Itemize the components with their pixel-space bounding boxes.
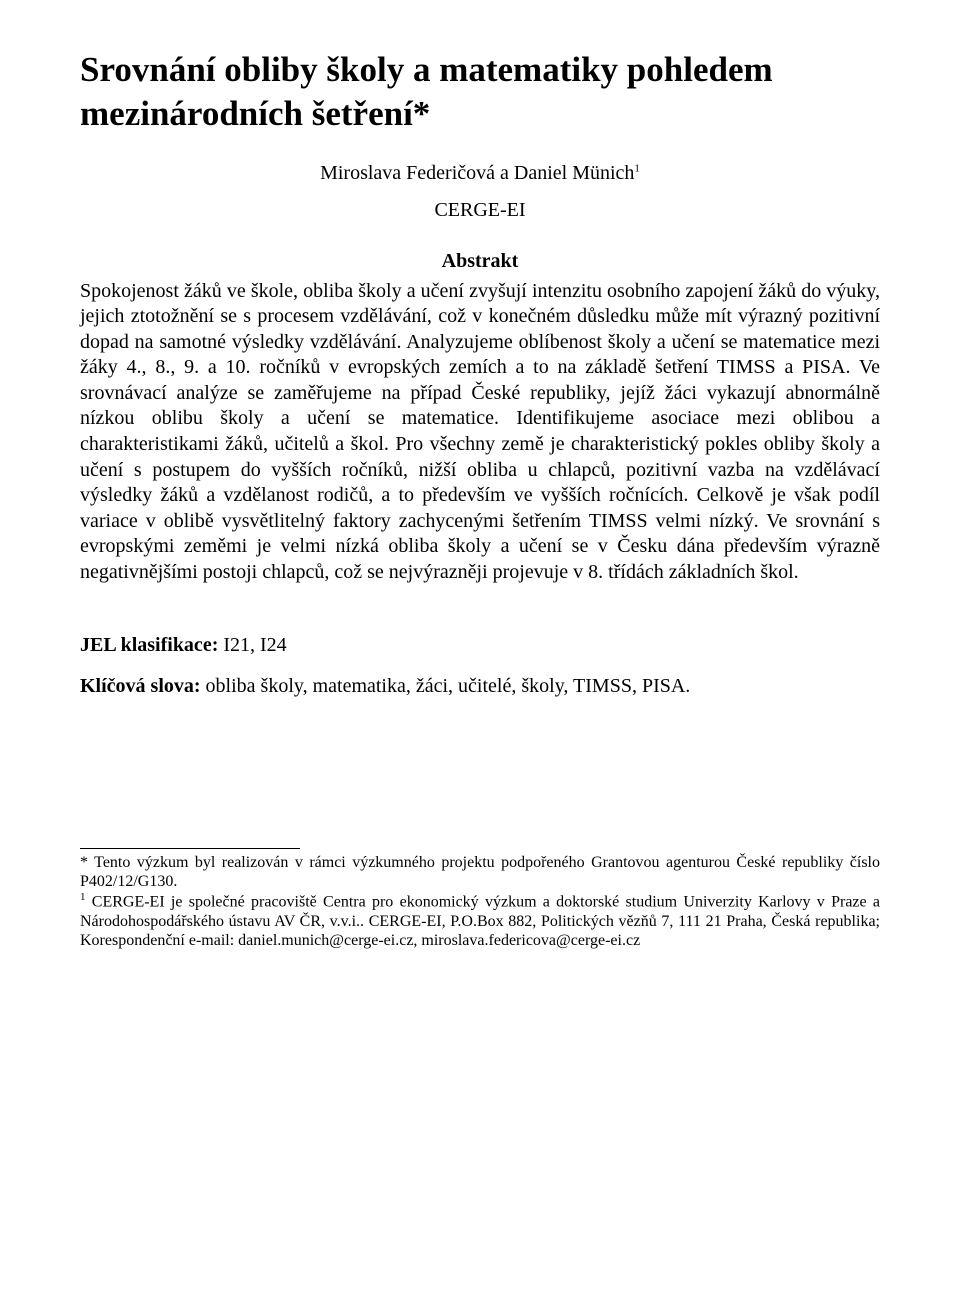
footnote-1-text: CERGE-EI je společné pracoviště Centra p… [80,893,880,948]
footnotes: * Tento výzkum byl realizován v rámci vý… [80,853,880,950]
footnote-separator [80,848,300,849]
author-footnote-marker: 1 [634,162,640,174]
authors-line: Miroslava Federičová a Daniel Münich1 [80,162,880,185]
paper-title: Srovnání obliby školy a matematiky pohle… [80,48,880,136]
keywords-label: Klíčová slova: [80,675,206,697]
abstract-body: Spokojenost žáků ve škole, obliba školy … [80,279,880,586]
jel-classification: JEL klasifikace: I21, I24 [80,634,880,657]
authors-names: Miroslava Federičová a Daniel Münich [320,162,634,184]
abstract-heading: Abstrakt [80,250,880,273]
paper-page: Srovnání obliby školy a matematiky pohle… [0,0,960,1307]
footnote-1: 1 CERGE-EI je společné pracoviště Centra… [80,891,880,950]
affiliation: CERGE-EI [80,199,880,222]
keywords: Klíčová slova: obliba školy, matematika,… [80,675,880,698]
jel-codes: I21, I24 [223,634,286,656]
footnote-star: * Tento výzkum byl realizován v rámci vý… [80,853,880,891]
keywords-values: obliba školy, matematika, žáci, učitelé,… [206,675,691,697]
jel-label: JEL klasifikace: [80,634,223,656]
